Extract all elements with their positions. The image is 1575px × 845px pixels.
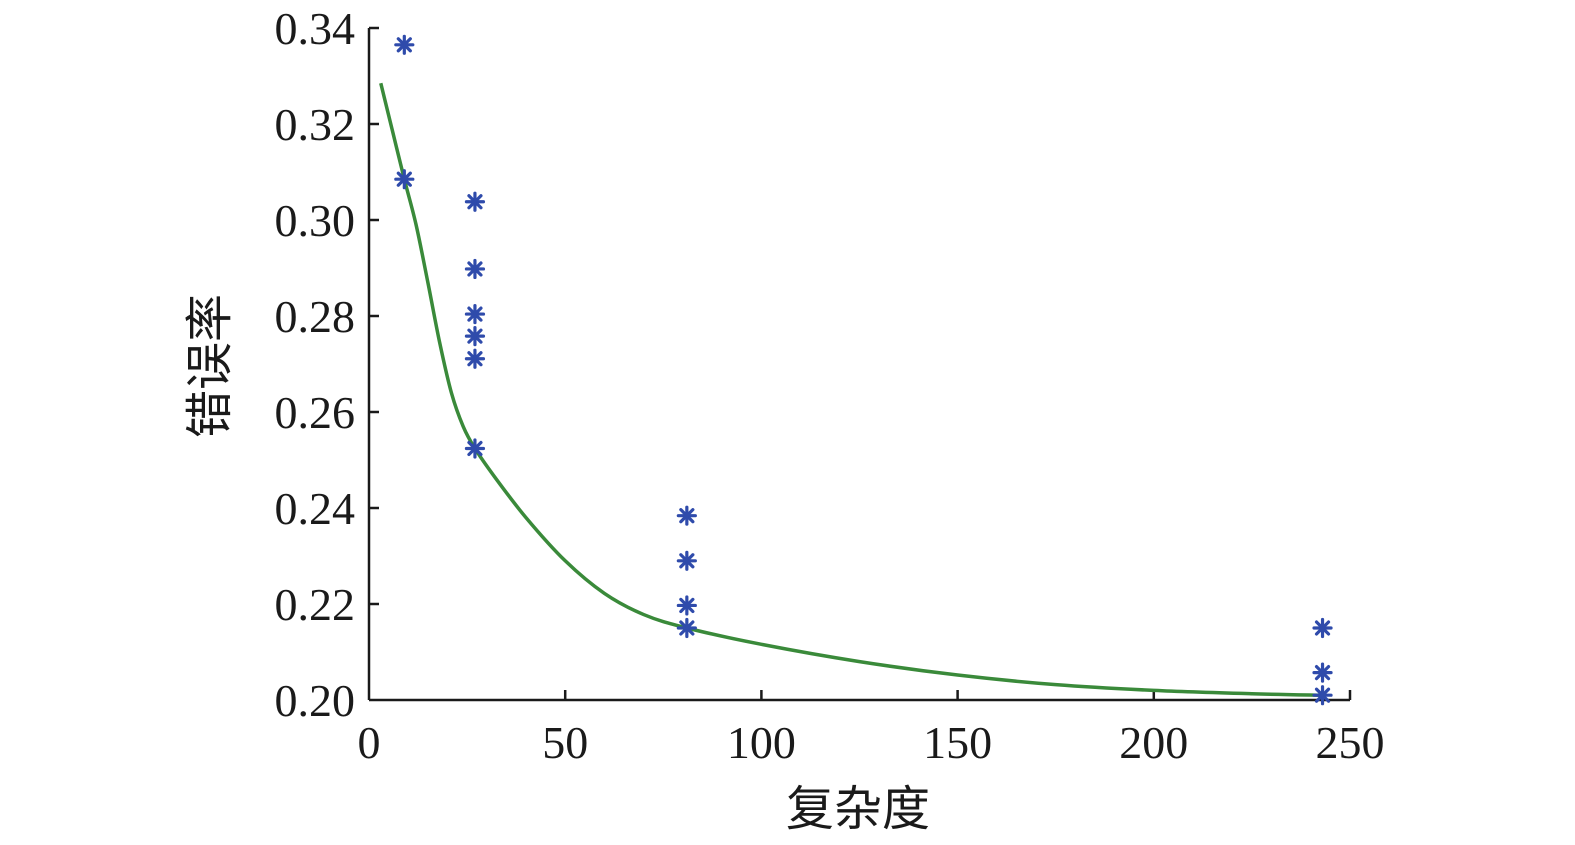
x-tick-label: 200 [1119,717,1188,768]
x-axis-ticks: 0 50 100 150 200 250 [358,690,1385,768]
y-tick-label: 0.28 [275,291,356,342]
data-point [1312,685,1333,706]
data-point [1312,662,1333,683]
data-point [464,258,486,280]
data-point [1312,617,1333,639]
y-tick-label: 0.30 [275,195,356,246]
x-tick-label: 100 [727,717,796,768]
data-point [394,169,415,190]
y-tick-label: 0.34 [275,3,356,54]
y-tick-label: 0.26 [275,387,356,438]
x-tick-label: 0 [358,717,381,768]
x-axis-title: 复杂度 [786,781,930,837]
data-points [394,34,1333,706]
x-tick-label: 150 [923,717,992,768]
data-point [676,550,697,571]
x-tick-label: 250 [1316,717,1385,768]
fit-curve [379,82,1323,697]
data-point [464,438,486,459]
data-point [464,348,486,369]
data-point [464,326,486,347]
data-point [394,34,415,55]
y-tick-label: 0.24 [275,483,356,534]
data-point [464,191,486,212]
data-point [676,505,697,526]
y-axis-title: 错误率 [182,294,238,438]
plot-frame [367,28,1350,702]
data-point [464,303,486,325]
data-point [676,617,697,639]
y-tick-label: 0.22 [275,579,356,630]
y-tick-label: 0.32 [275,99,356,150]
data-point [676,595,697,616]
y-tick-label: 0.20 [275,675,356,726]
y-axis-ticks: 0.20 0.22 0.24 0.26 0.28 0.30 0.32 0.34 [275,3,379,726]
x-tick-label: 50 [542,717,588,768]
